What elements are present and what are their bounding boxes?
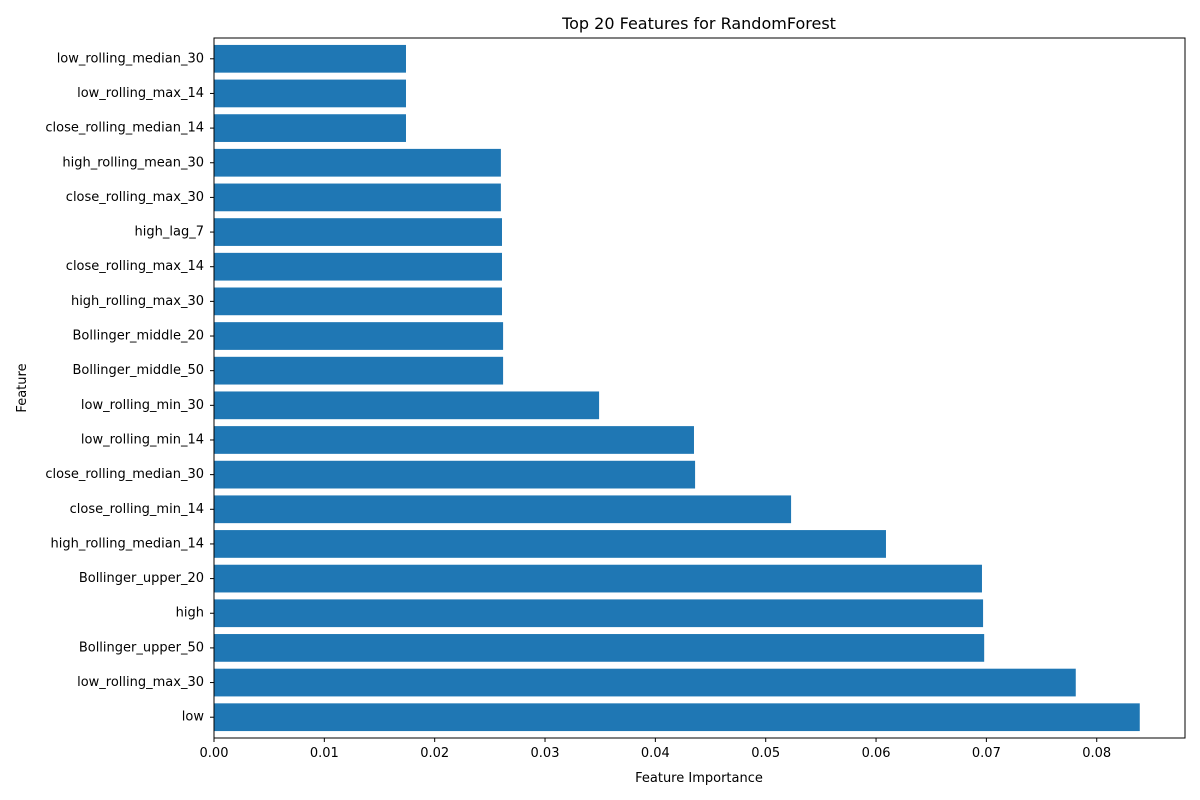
y-tick-label: high_lag_7 [135,225,204,240]
y-tick-label: low [182,710,205,725]
bar-low_rolling_min_14 [214,426,694,454]
y-tick-label: close_rolling_median_14 [45,121,204,136]
x-tick-label: 0.00 [200,746,229,761]
x-tick-label: 0.06 [862,746,891,761]
bar-close_rolling_median_30 [214,460,696,489]
bar-close_rolling_max_14 [214,252,502,281]
y-tick-label: low_rolling_min_30 [81,398,204,413]
y-tick-label: Bollinger_upper_20 [79,571,204,586]
bar-low_rolling_min_30 [214,391,600,420]
y-tick-label: high_rolling_mean_30 [62,155,204,170]
chart-title: Top 20 Features for RandomForest [561,14,836,33]
bar-high_rolling_mean_30 [214,148,501,177]
x-axis-ticks: 0.00 0.01 0.02 0.03 0.04 0.05 0.06 0.07 0.08 [200,738,1111,761]
bar-low_rolling_max_30 [214,668,1076,697]
bar-high_rolling_max_30 [214,287,502,316]
bar-high_lag_7 [214,218,502,246]
y-tick-label: Bollinger_upper_50 [79,640,204,655]
bar-close_rolling_median_14 [214,114,406,142]
bar-low_rolling_median_30 [214,44,406,73]
y-tick-label: close_rolling_min_14 [70,502,204,517]
x-tick-label: 0.03 [531,746,560,761]
bar-high [214,599,984,628]
y-tick-label: low_rolling_max_30 [77,675,204,690]
bars-group [214,44,1140,732]
y-tick-label: close_rolling_median_30 [45,467,204,482]
y-axis-ticks: low low_rolling_max_30 Bollinger_upper_50 h… [45,51,214,725]
y-tick-label: high_rolling_max_30 [71,294,204,309]
bar-low [214,703,1140,732]
bar-high_rolling_median_14 [214,530,886,558]
y-tick-label: low_rolling_median_30 [57,51,204,66]
x-tick-label: 0.07 [972,746,1001,761]
bar-Bollinger_middle_50 [214,356,504,385]
x-tick-label: 0.05 [751,746,780,761]
x-axis-title: Feature Importance [635,771,763,786]
y-axis-title: Feature [15,363,30,412]
bar-Bollinger_upper_20 [214,564,982,593]
y-tick-label: high [176,606,204,621]
plot-frame [213,37,1186,739]
y-tick-label: close_rolling_max_30 [66,190,204,205]
x-tick-label: 0.02 [420,746,449,761]
bar-Bollinger_upper_50 [214,634,985,662]
y-tick-label: high_rolling_median_14 [51,536,204,551]
y-tick-label: low_rolling_min_14 [81,432,204,447]
x-tick-label: 0.01 [310,746,339,761]
y-tick-label: Bollinger_middle_20 [73,329,204,344]
bar-close_rolling_min_14 [214,495,792,524]
y-tick-label: low_rolling_max_14 [77,86,204,101]
bar-close_rolling_max_30 [214,183,501,212]
y-tick-label: Bollinger_middle_50 [73,363,204,378]
bar-low_rolling_max_14 [214,79,406,108]
y-tick-label: close_rolling_max_14 [66,259,204,274]
x-tick-label: 0.04 [641,746,670,761]
x-tick-label: 0.08 [1082,746,1111,761]
bar-Bollinger_middle_20 [214,322,504,350]
